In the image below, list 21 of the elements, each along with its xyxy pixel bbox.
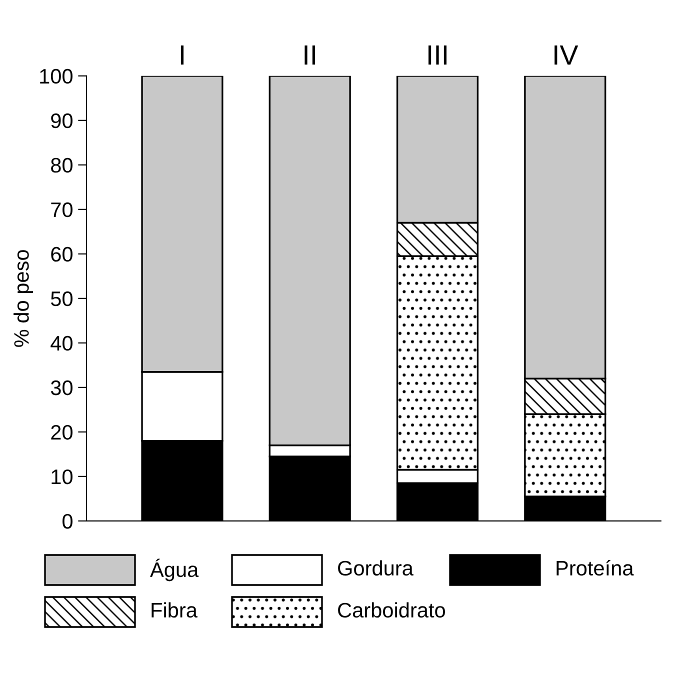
- legend-label: Proteína: [556, 560, 634, 576]
- x-tick-label: II: [304, 45, 316, 65]
- legend-label: Água: [150, 558, 199, 582]
- y-axis-title: % do peso: [14, 250, 33, 347]
- y-tick-label: 60: [51, 246, 72, 262]
- legend-label: Fibra: [152, 602, 198, 618]
- y-tick-label: 20: [51, 424, 72, 440]
- y-tick-label: 0: [62, 514, 72, 529]
- y-tick-label: 50: [50, 291, 72, 306]
- legend-label: Carboidrato: [338, 602, 445, 618]
- y-tick-label: 40: [50, 336, 72, 351]
- x-tick-label: III: [428, 45, 447, 65]
- y-tick-label: 10: [52, 469, 72, 484]
- x-tick-label: IV: [554, 45, 578, 65]
- y-tick-label: 30: [50, 380, 72, 396]
- x-tick-label: I: [180, 45, 184, 65]
- y-tick-label: 100: [40, 68, 72, 84]
- legend-label: Gordura: [338, 560, 414, 576]
- y-tick-label: 90: [51, 113, 72, 128]
- y-tick-label: 70: [51, 202, 72, 218]
- y-tick-label: 80: [51, 158, 72, 173]
